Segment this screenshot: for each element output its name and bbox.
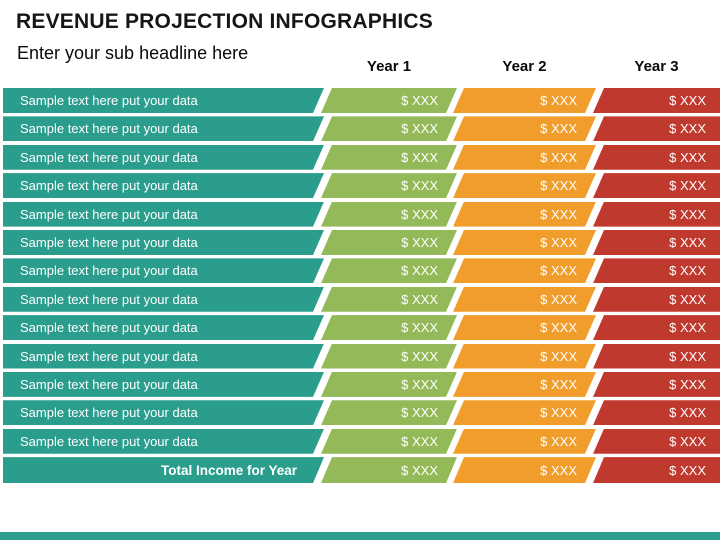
year2-value: $ XXX — [453, 315, 596, 340]
revenue-table: Sample text here put your data $ XXX $ X… — [0, 88, 720, 484]
year1-value: $ XXX — [321, 429, 457, 454]
column-header-year1: Year 1 — [366, 58, 412, 75]
year2-value: $ XXX — [453, 372, 596, 397]
year1-value: $ XXX — [321, 116, 457, 141]
year2-value: $ XXX — [453, 116, 596, 141]
year2-value: $ XXX — [453, 344, 596, 369]
year1-value: $ XXX — [321, 457, 457, 483]
year3-value: $ XXX — [593, 343, 720, 369]
year1-value: $ XXX — [321, 88, 457, 113]
table-row: Sample text here put your data $ XXX $ X… — [0, 258, 720, 284]
year1-value: $ XXX — [321, 258, 457, 283]
table-row: Sample text here put your data $ XXX $ X… — [0, 173, 720, 199]
year3-value: $ XXX — [593, 400, 720, 426]
row-label: Sample text here put your data — [3, 173, 324, 198]
row-label: Total Income for Year — [3, 457, 324, 483]
year3-value: $ XXX — [593, 457, 720, 484]
table-row: Sample text here put your data $ XXX $ X… — [0, 400, 720, 426]
row-label: Sample text here put your data — [3, 258, 324, 283]
year2-value: $ XXX — [453, 400, 596, 425]
row-label: Sample text here put your data — [3, 372, 324, 397]
year2-value: $ XXX — [453, 429, 596, 454]
year1-value: $ XXX — [321, 344, 457, 369]
year1-value: $ XXX — [321, 372, 457, 397]
year3-value: $ XXX — [593, 229, 720, 255]
table-row: Sample text here put your data $ XXX $ X… — [0, 343, 720, 369]
bottom-accent-bar — [0, 532, 720, 540]
row-label: Sample text here put your data — [3, 230, 324, 255]
row-label: Sample text here put your data — [3, 400, 324, 425]
year3-value: $ XXX — [593, 201, 720, 227]
year3-value: $ XXX — [593, 315, 720, 341]
year1-value: $ XXX — [321, 400, 457, 425]
year1-value: $ XXX — [321, 173, 457, 198]
row-label: Sample text here put your data — [3, 315, 324, 340]
row-label: Sample text here put your data — [3, 145, 324, 170]
row-label: Sample text here put your data — [3, 287, 324, 312]
year3-value: $ XXX — [593, 116, 720, 142]
row-label: Sample text here put your data — [3, 344, 324, 369]
table-row: Sample text here put your data $ XXX $ X… — [0, 428, 720, 454]
year3-value: $ XXX — [593, 258, 720, 284]
page-title: REVENUE PROJECTION INFOGRAPHICS — [16, 10, 433, 33]
table-row: Sample text here put your data $ XXX $ X… — [0, 286, 720, 312]
subtitle: Enter your sub headline here — [17, 43, 249, 63]
year2-value: $ XXX — [453, 173, 596, 198]
total-row: Total Income for Year $ XXX $ XXX $ XXX — [0, 457, 720, 484]
table-row: Sample text here put your data $ XXX $ X… — [0, 144, 720, 170]
year1-value: $ XXX — [321, 145, 457, 170]
table-row: Sample text here put your data $ XXX $ X… — [0, 315, 720, 341]
row-label: Sample text here put your data — [3, 116, 324, 141]
year2-value: $ XXX — [453, 88, 596, 113]
year1-value: $ XXX — [321, 230, 457, 255]
year-header-row: Year 1 Year 2 Year 3 — [0, 56, 720, 78]
table-row: Sample text here put your data $ XXX $ X… — [0, 371, 720, 397]
year2-value: $ XXX — [453, 230, 596, 255]
year2-value: $ XXX — [453, 258, 596, 283]
row-label: Sample text here put your data — [3, 88, 324, 113]
year3-value: $ XXX — [593, 88, 720, 113]
table-row: Sample text here put your data $ XXX $ X… — [0, 229, 720, 255]
year2-value: $ XXX — [453, 145, 596, 170]
year3-value: $ XXX — [593, 286, 720, 312]
year3-value: $ XXX — [593, 144, 720, 170]
year2-value: $ XXX — [453, 287, 596, 312]
row-label: Sample text here put your data — [3, 429, 324, 454]
year2-value: $ XXX — [453, 457, 596, 483]
year2-value: $ XXX — [453, 202, 596, 227]
table-row: Sample text here put your data $ XXX $ X… — [0, 116, 720, 142]
year3-value: $ XXX — [593, 173, 720, 199]
table-row: Sample text here put your data $ XXX $ X… — [0, 201, 720, 227]
year3-value: $ XXX — [593, 371, 720, 397]
year1-value: $ XXX — [321, 315, 457, 340]
column-header-year3: Year 3 — [634, 58, 679, 75]
column-header-year2: Year 2 — [502, 58, 547, 75]
year1-value: $ XXX — [321, 202, 457, 227]
row-label: Sample text here put your data — [3, 202, 324, 227]
year1-value: $ XXX — [321, 287, 457, 312]
table-row: Sample text here put your data $ XXX $ X… — [0, 88, 720, 113]
year3-value: $ XXX — [593, 428, 720, 454]
